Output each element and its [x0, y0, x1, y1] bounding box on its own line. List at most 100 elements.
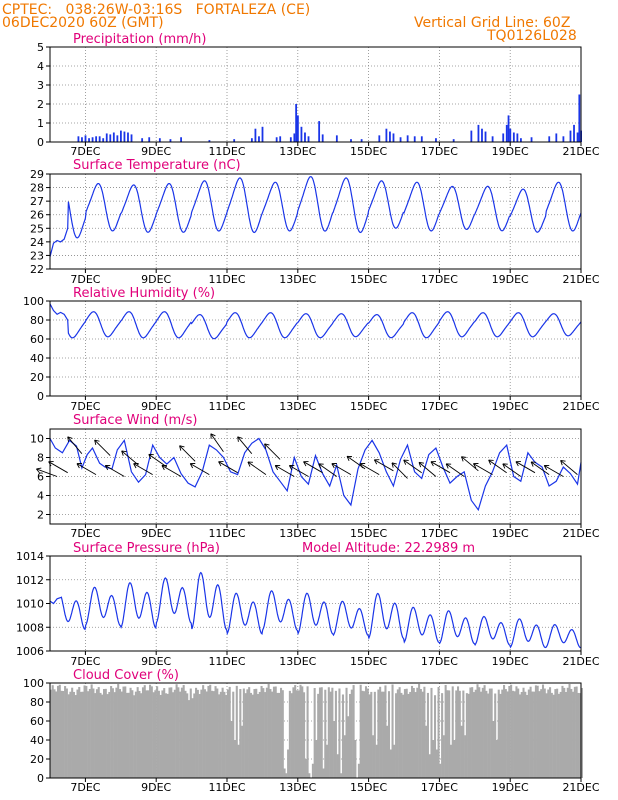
x-tick-label: 13DEC — [279, 655, 316, 668]
x-tick-label: 13DEC — [279, 145, 316, 158]
cloud-bar — [442, 735, 445, 778]
panel-title: Relative Humidity (%) — [73, 286, 215, 301]
cloud-bar — [290, 693, 293, 778]
pressure-line — [49, 571, 581, 649]
header-station: CPTEC: 038:26W-03:16S FORTALEZA (CE) — [2, 2, 311, 18]
precip-bar — [105, 133, 108, 142]
cloud-bar — [331, 687, 334, 778]
cloud-bar — [134, 691, 137, 778]
y-tick-label: 22 — [30, 263, 44, 276]
wind-arrow-head — [288, 464, 295, 471]
panel-title: Precipitation (mm/h) — [73, 32, 206, 47]
y-tick-label: 2 — [37, 98, 44, 111]
wind-arrow-head — [346, 455, 353, 462]
cloud-bar — [187, 700, 191, 778]
y-tick-label: 4 — [37, 490, 44, 503]
cloud-bar — [161, 690, 164, 778]
wind-arrow — [289, 465, 309, 477]
wind-arrow-head — [161, 464, 167, 471]
cloud-bar — [418, 684, 421, 778]
cloud-bar — [545, 693, 548, 778]
cloud-bar — [78, 686, 81, 778]
wind-arrow-head — [94, 439, 100, 446]
cloud-bar — [543, 688, 546, 778]
cloud-bar — [579, 693, 582, 778]
precip-bar — [420, 136, 423, 142]
cloud-bar — [69, 691, 72, 778]
y-tick-label: 1010 — [16, 598, 44, 611]
cloud-bar — [423, 686, 426, 778]
cloud-bar — [60, 690, 63, 778]
cloud-bar — [324, 689, 327, 778]
y-tick-label: 0 — [37, 136, 44, 149]
x-tick-label: 13DEC — [279, 273, 316, 286]
cloud-bar — [322, 768, 325, 778]
cloud-bar — [380, 691, 383, 778]
wind-arrow — [403, 459, 422, 474]
cloud-bar — [145, 690, 148, 778]
precip-bar — [84, 135, 87, 142]
wind-arrow-head — [247, 461, 253, 467]
cloud-bar — [391, 684, 394, 778]
cloud-bar — [67, 694, 70, 778]
cloud-bar — [478, 687, 481, 778]
cloud-bar — [361, 690, 364, 778]
cloud-bar — [503, 685, 506, 778]
cloud-bar — [272, 686, 275, 778]
cloud-bar — [412, 688, 415, 778]
cloud-bar — [453, 740, 456, 778]
cloud-bar — [370, 691, 373, 778]
cloud-bar — [120, 691, 123, 778]
precip-bar — [470, 130, 473, 142]
wind-arrow-head — [121, 450, 127, 456]
y-tick-label: 23 — [30, 249, 44, 262]
y-tick-label: 40 — [30, 352, 44, 365]
panel-title: Cloud Cover (%) — [73, 668, 179, 683]
x-tick-label: 13DEC — [279, 527, 316, 540]
x-tick-label: 19DEC — [492, 145, 529, 158]
cloud-bar — [511, 690, 514, 778]
y-tick-label: 4 — [37, 60, 44, 73]
cloud-bar — [55, 691, 58, 778]
cloud-bar — [430, 687, 433, 778]
cloud-bar — [333, 721, 336, 778]
panel-frame — [49, 300, 582, 397]
cloud-bar — [205, 691, 208, 778]
cloud-bar — [292, 687, 295, 778]
wind-arrow — [502, 463, 522, 477]
x-tick-label: 17DEC — [421, 145, 458, 158]
cloud-bar — [460, 725, 463, 778]
y-tick-label: 20 — [30, 371, 44, 384]
cloud-bar — [377, 689, 380, 778]
cloud-bar — [230, 721, 233, 778]
cloud-bar — [265, 687, 268, 778]
cloud-bar — [113, 692, 116, 778]
wind-arrow-head — [218, 461, 224, 467]
x-tick-label: 15DEC — [350, 273, 387, 286]
precip-bar — [516, 133, 519, 142]
cloud-bar — [352, 685, 355, 778]
cloud-bar — [214, 686, 217, 778]
y-tick-label: 6 — [37, 471, 44, 484]
wind-arrow-head — [530, 461, 537, 467]
cloud-bar — [564, 691, 568, 778]
cloud-bar — [458, 690, 461, 778]
x-tick-label: 9DEC — [141, 400, 171, 413]
y-tick-label: 0 — [37, 772, 44, 785]
cloud-bar — [497, 689, 500, 778]
cloud-bar — [529, 686, 532, 778]
cloud-bar — [338, 688, 341, 778]
cloud-bar — [554, 689, 557, 778]
cloud-bar — [563, 687, 566, 778]
panel-title: Surface Temperature (nC) — [73, 158, 241, 173]
x-tick-label: 7DEC — [70, 781, 100, 794]
cloud-bar — [143, 685, 146, 778]
wind-arrow — [121, 450, 139, 466]
wind-arrow — [237, 436, 253, 454]
cloud-bar — [481, 687, 484, 778]
cloud-bar — [446, 690, 449, 778]
y-tick-label: 5 — [37, 41, 44, 54]
precip-bar — [399, 137, 402, 142]
cloud-bar — [354, 740, 357, 778]
cloud-bar — [248, 687, 251, 778]
